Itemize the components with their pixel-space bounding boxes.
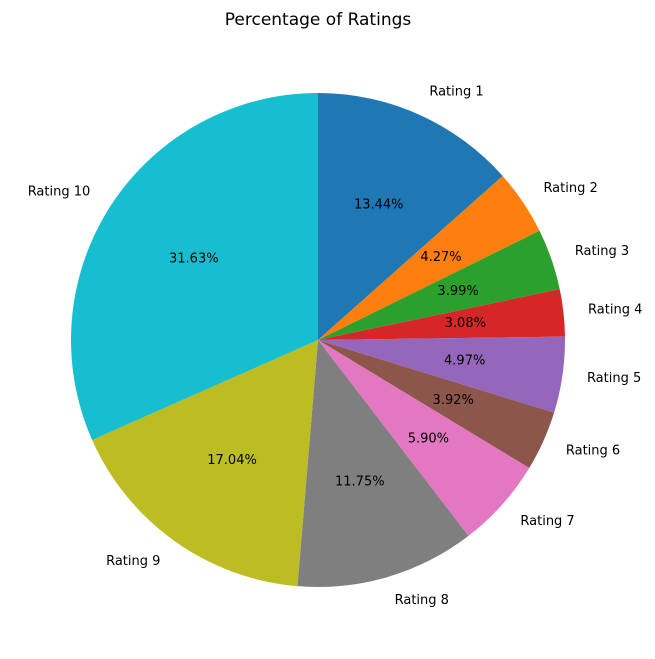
pie-slice-10 xyxy=(70,93,318,440)
pie-slice-4 xyxy=(318,289,565,340)
pie-slice-3 xyxy=(318,230,560,340)
slice-percent-6: 3.92% xyxy=(433,393,474,408)
slice-percent-1: 13.44% xyxy=(354,197,404,212)
chart-title: Percentage of Ratings xyxy=(225,10,412,30)
slice-label-2: Rating 2 xyxy=(543,181,597,196)
slice-percent-7: 5.90% xyxy=(408,431,449,446)
slice-percent-4: 3.08% xyxy=(445,316,486,331)
pie-slice-8 xyxy=(297,340,469,587)
slice-percent-9: 17.04% xyxy=(207,453,257,468)
slice-label-10: Rating 10 xyxy=(28,184,91,199)
slice-percent-2: 4.27% xyxy=(420,250,461,265)
pie-slice-1 xyxy=(318,93,503,340)
slice-label-1: Rating 1 xyxy=(429,85,483,100)
slice-label-9: Rating 9 xyxy=(106,554,160,569)
pie-labels: Rating 1 13.44% Rating 2 4.27% Rating 3 3.99%… xyxy=(28,85,643,609)
pie-slices xyxy=(70,93,565,587)
slice-percent-8: 11.75% xyxy=(335,475,385,490)
pie-slice-5 xyxy=(318,336,565,413)
pie-slice-6 xyxy=(318,340,555,469)
slice-percent-5: 4.97% xyxy=(444,354,485,369)
slice-label-5: Rating 5 xyxy=(587,371,641,386)
slice-label-8: Rating 8 xyxy=(395,593,449,608)
slice-label-3: Rating 3 xyxy=(575,244,629,259)
slice-label-6: Rating 6 xyxy=(566,444,620,459)
slice-percent-10: 31.63% xyxy=(169,252,219,267)
slice-label-7: Rating 7 xyxy=(520,514,574,529)
slice-percent-3: 3.99% xyxy=(437,284,478,299)
pie-slice-7 xyxy=(318,340,530,536)
slice-label-4: Rating 4 xyxy=(588,303,642,318)
pie-slice-2 xyxy=(318,175,540,340)
pie-slice-9 xyxy=(92,340,319,587)
